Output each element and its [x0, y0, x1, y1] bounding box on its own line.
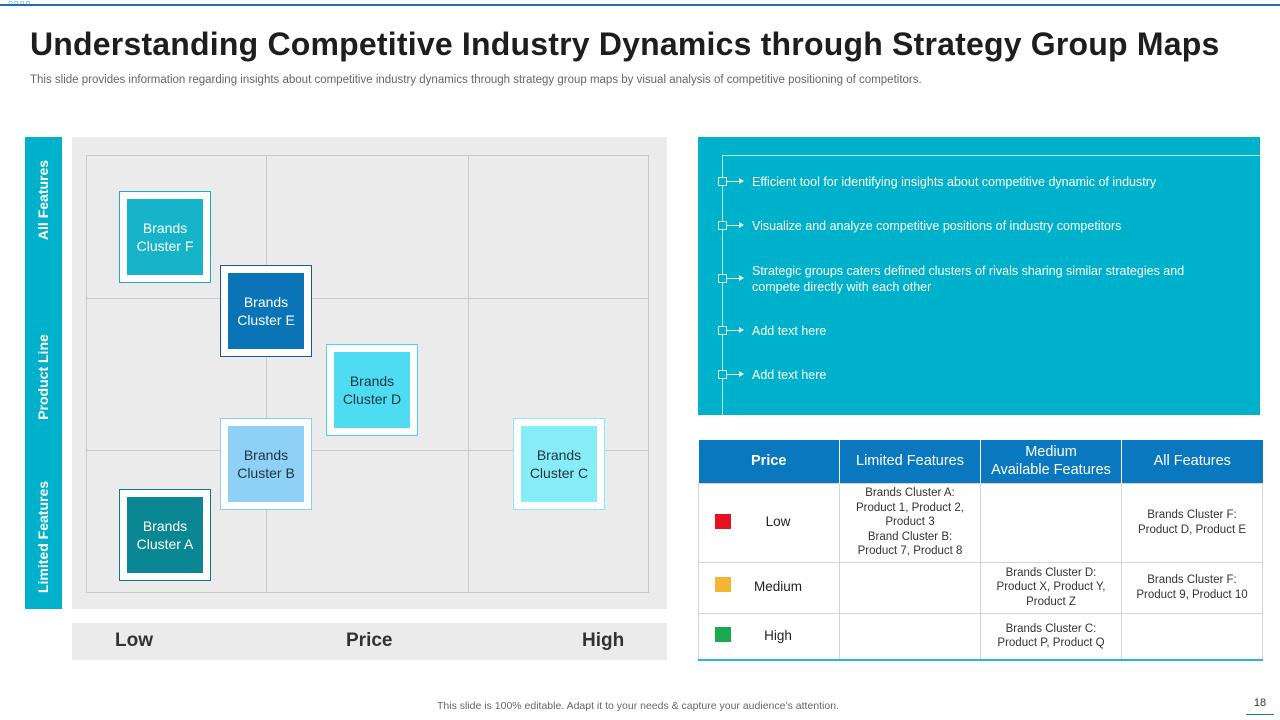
map-grid-border	[86, 155, 649, 593]
cluster-b-label: Brands Cluster B	[228, 426, 304, 502]
cluster-a-box[interactable]: Brands Cluster A	[119, 489, 211, 581]
insight-item-1: Efficient tool for identifying insights …	[752, 175, 1157, 189]
y-axis-label-bar	[25, 137, 62, 609]
slide-subtitle: This slide provides information regardin…	[30, 74, 922, 86]
cell-low-medium	[980, 482, 1122, 563]
bullet-arrow-icon	[718, 177, 748, 187]
slide-footer: This slide is 100% editable. Adapt it to…	[437, 700, 839, 712]
x-label-low: Low	[115, 630, 153, 651]
cluster-f-box[interactable]: Brands Cluster F	[119, 191, 211, 283]
insight-item-2: Visualize and analyze competitive positi…	[752, 219, 1122, 233]
map-grid-line	[468, 155, 469, 593]
insights-timeline-line	[722, 155, 723, 415]
header-all-features: All Features	[1121, 440, 1263, 483]
map-grid-line	[266, 155, 267, 593]
y-label-limited-features: Limited Features	[35, 480, 51, 594]
cell-medium-limited	[839, 561, 981, 614]
cell-medium-all: Brands Cluster F: Product 9, Product 10	[1121, 561, 1263, 614]
cell-medium-medium: Brands Cluster D: Product X, Product Y, Pr…	[980, 561, 1122, 614]
x-axis-label-bar	[72, 623, 667, 660]
cluster-d-label: Brands Cluster D	[334, 352, 410, 428]
cluster-d-box[interactable]: Brands Cluster D	[326, 344, 418, 436]
cell-high-all	[1121, 612, 1263, 661]
medium-color-swatch	[715, 576, 731, 592]
bullet-arrow-icon	[718, 221, 748, 231]
cluster-b-box[interactable]: Brands Cluster B	[220, 418, 312, 510]
table-row: Low Brands Cluster A: Product 1, Product …	[698, 482, 1263, 563]
table-row: High Brands Cluster C: Product P, Product…	[698, 612, 1263, 661]
cluster-f-label: Brands Cluster F	[127, 199, 203, 275]
bullet-arrow-icon	[718, 326, 748, 336]
slide-title: Understanding Competitive Industry Dynam…	[30, 26, 1220, 62]
header-price: Price	[698, 440, 840, 483]
x-label-high: High	[582, 630, 625, 651]
page-number-underline	[1246, 714, 1274, 715]
cluster-e-box[interactable]: Brands Cluster E	[220, 265, 312, 357]
high-color-swatch	[715, 626, 731, 642]
y-label-product-line: Product Line	[35, 334, 51, 420]
price-features-table: Price Limited Features Medium Available F…	[698, 440, 1263, 661]
y-label-all-features: All Features	[35, 159, 51, 241]
insights-box	[698, 137, 1260, 415]
bullet-arrow-icon	[718, 370, 748, 380]
row-price-high: High	[698, 612, 840, 661]
cluster-c-label: Brands Cluster C	[521, 426, 597, 502]
cluster-c-box[interactable]: Brands Cluster C	[513, 418, 605, 510]
cell-low-all: Brands Cluster F: Product D, Product E	[1121, 482, 1263, 563]
insights-top-line	[722, 155, 1260, 156]
table-row: Medium Brands Cluster D: Product X, Produ…	[698, 561, 1263, 614]
x-label-price: Price	[346, 630, 393, 651]
cell-high-limited	[839, 612, 981, 661]
row-price-low: Low	[698, 482, 840, 563]
bullet-arrow-icon	[718, 274, 748, 284]
row-price-medium: Medium	[698, 561, 840, 614]
header-limited-features: Limited Features	[839, 440, 981, 483]
cell-high-medium: Brands Cluster C: Product P, Product Q	[980, 612, 1122, 661]
cell-low-limited: Brands Cluster A: Product 1, Product 2, Pr…	[839, 482, 981, 563]
cluster-a-label: Brands Cluster A	[127, 497, 203, 573]
table-header-row: Price Limited Features Medium Available F…	[698, 440, 1263, 483]
insight-item-3: Strategic groups caters defined clusters…	[752, 264, 1185, 294]
cluster-e-label: Brands Cluster E	[228, 273, 304, 349]
page-number: 18	[1253, 697, 1267, 709]
insight-item-4: Add text here	[752, 324, 827, 338]
top-accent-line	[0, 4, 1280, 6]
insight-item-5: Add text here	[752, 368, 827, 382]
top-decoration: ○○○○	[8, 0, 32, 7]
map-grid-line	[86, 298, 649, 299]
low-color-swatch	[715, 513, 731, 529]
map-grid-line	[86, 450, 649, 451]
header-medium-features: Medium Available Features	[980, 440, 1122, 483]
